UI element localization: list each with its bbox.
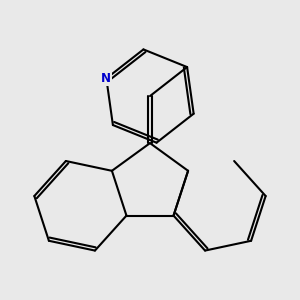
Text: N: N: [101, 72, 111, 85]
